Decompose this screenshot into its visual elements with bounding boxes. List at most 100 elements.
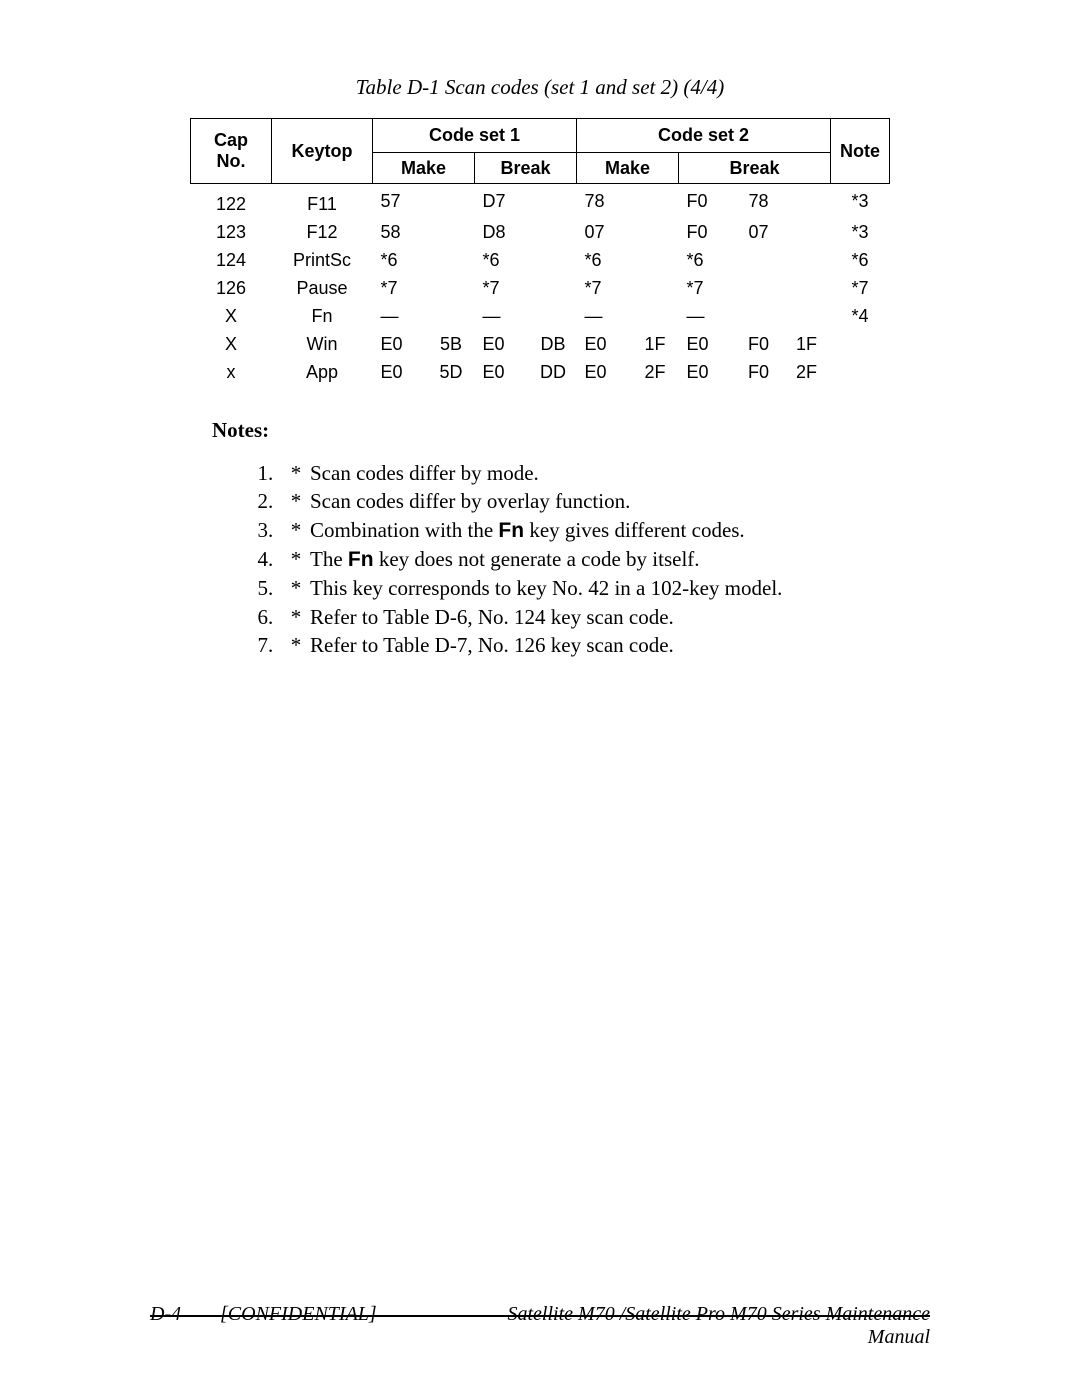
note-text: This key corresponds to key No. 42 in a … [310, 574, 930, 602]
cell: 5D [428, 358, 475, 390]
cell: 122 [191, 184, 272, 219]
cell: Fn [272, 302, 373, 330]
cell: E0 [475, 358, 530, 390]
scan-code-table: Cap No. Keytop Code set 1 Code set 2 Not… [190, 118, 890, 390]
cell [632, 218, 679, 246]
note-item: 5.*This key corresponds to key No. 42 in… [240, 574, 930, 602]
cell: E0 [577, 358, 632, 390]
cell: 78 [577, 184, 632, 219]
cell: 58 [373, 218, 428, 246]
cell: F0 [679, 184, 735, 219]
note-dot: . [268, 603, 282, 631]
note-number: 7 [240, 631, 268, 659]
cell [783, 246, 831, 274]
note-dot: . [268, 545, 282, 574]
cell [632, 274, 679, 302]
note-asterisk: * [282, 459, 310, 487]
cell: *7 [831, 274, 890, 302]
cell [783, 184, 831, 219]
cell: 1F [783, 330, 831, 358]
cell [831, 358, 890, 390]
cell [735, 274, 783, 302]
cell: *3 [831, 218, 890, 246]
cell: Win [272, 330, 373, 358]
cell [530, 302, 577, 330]
note-number: 4 [240, 545, 268, 574]
hdr-keytop: Keytop [272, 119, 373, 184]
cell: D8 [475, 218, 530, 246]
fn-key-label: Fn [498, 519, 524, 542]
footer-page-number: D-4 [150, 1303, 220, 1349]
cell: *6 [577, 246, 632, 274]
note-item: 3.*Combination with the Fn key gives dif… [240, 516, 930, 545]
hdr-set1: Code set 1 [373, 119, 577, 153]
cell: — [373, 302, 428, 330]
cell [735, 246, 783, 274]
note-number: 5 [240, 574, 268, 602]
cell: *7 [475, 274, 530, 302]
cell: 123 [191, 218, 272, 246]
cell: DD [530, 358, 577, 390]
note-number: 1 [240, 459, 268, 487]
cell: *3 [831, 184, 890, 219]
note-item: 1.*Scan codes differ by mode. [240, 459, 930, 487]
cell [428, 274, 475, 302]
note-dot: . [268, 516, 282, 545]
cell [530, 184, 577, 219]
table-caption: Table D-1 Scan codes (set 1 and set 2) (… [150, 75, 930, 100]
cell: F0 [735, 358, 783, 390]
cell: E0 [679, 330, 735, 358]
cell: F11 [272, 184, 373, 219]
cell: — [475, 302, 530, 330]
cell [428, 246, 475, 274]
cell: 78 [735, 184, 783, 219]
cell: *6 [831, 246, 890, 274]
table-row: 126Pause*7*7*7*7*7 [191, 274, 890, 302]
cell: 126 [191, 274, 272, 302]
cell: Pause [272, 274, 373, 302]
table-row: xAppE05DE0DDE02FE0F02F [191, 358, 890, 390]
note-asterisk: * [282, 603, 310, 631]
table-row: 123F1258D807F007*3 [191, 218, 890, 246]
cell: D7 [475, 184, 530, 219]
cell [831, 330, 890, 358]
cell: F0 [735, 330, 783, 358]
hdr-s2-break: Break [679, 153, 831, 184]
hdr-s2-make: Make [577, 153, 679, 184]
cell: 57 [373, 184, 428, 219]
cell: E0 [373, 330, 428, 358]
cell: X [191, 302, 272, 330]
note-number: 3 [240, 516, 268, 545]
note-asterisk: * [282, 545, 310, 574]
cell: 1F [632, 330, 679, 358]
cell [530, 274, 577, 302]
cell: — [577, 302, 632, 330]
cell: *6 [373, 246, 428, 274]
cell: F0 [679, 218, 735, 246]
note-number: 2 [240, 487, 268, 515]
note-dot: . [268, 631, 282, 659]
table-row: 122F1157D778F078*3 [191, 184, 890, 219]
cell: 2F [783, 358, 831, 390]
cell [783, 218, 831, 246]
cell: X [191, 330, 272, 358]
note-item: 6.*Refer to Table D-6, No. 124 key scan … [240, 603, 930, 631]
note-dot: . [268, 487, 282, 515]
note-number: 6 [240, 603, 268, 631]
table-row: XFn————*4 [191, 302, 890, 330]
hdr-cap-line1: Cap [214, 130, 248, 150]
note-asterisk: * [282, 631, 310, 659]
note-text: The Fn key does not generate a code by i… [310, 545, 930, 574]
cell: E0 [373, 358, 428, 390]
cell: x [191, 358, 272, 390]
note-asterisk: * [282, 516, 310, 545]
cell: E0 [577, 330, 632, 358]
cell: 5B [428, 330, 475, 358]
cell: 07 [577, 218, 632, 246]
cell [632, 184, 679, 219]
cell [632, 246, 679, 274]
note-asterisk: * [282, 574, 310, 602]
cell: F12 [272, 218, 373, 246]
note-text: Refer to Table D-7, No. 126 key scan cod… [310, 631, 930, 659]
cell: 2F [632, 358, 679, 390]
